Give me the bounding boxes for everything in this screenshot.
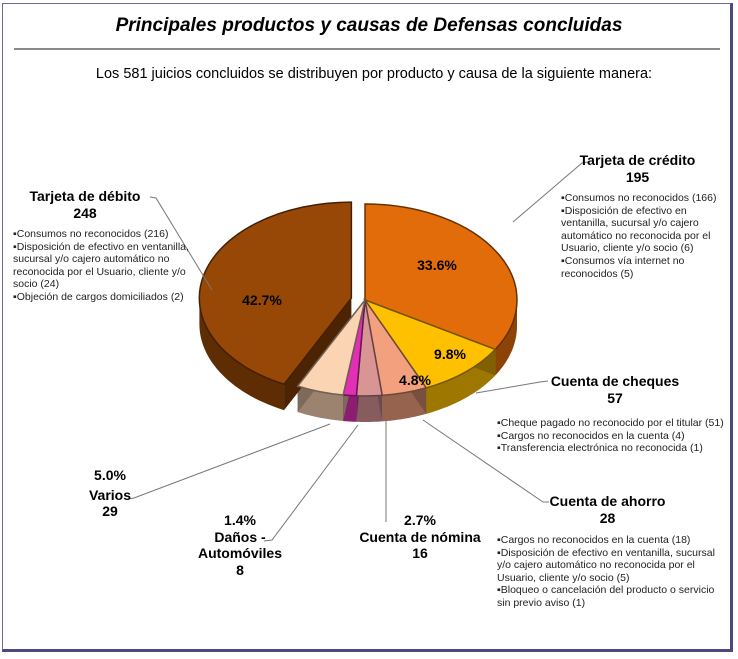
label-name-line1: Daños - — [214, 528, 266, 545]
cause-item: Cargos no reconocidos en la cuenta (18) — [497, 534, 729, 547]
label-danos: 1.4% Daños - Automóviles 8 — [190, 512, 290, 578]
subtitle: Los 581 juicios concluidos se distribuye… — [95, 66, 653, 82]
leader-credito — [512, 161, 589, 223]
label-count: 28 — [599, 509, 616, 526]
label-count: 16 — [412, 545, 428, 561]
label-count: 57 — [607, 389, 623, 406]
pct-label-cheques: 9.8% — [434, 346, 466, 362]
label-nomina: 2.7% Cuenta de nómina 16 — [345, 512, 495, 562]
frame — [2, 3, 733, 652]
cause-item: Disposición de efectivo en ventanilla, s… — [561, 205, 726, 255]
causes-ahorro: Cargos no reconocidos en la cuenta (18) … — [497, 534, 729, 610]
label-name: Tarjeta de crédito — [579, 152, 696, 168]
label-name-line2: Automóviles — [197, 545, 282, 561]
slice-side-debito — [199, 298, 285, 411]
slice-side-credito — [495, 300, 517, 376]
causes-credito: Consumos no reconocidos (166) Disposició… — [561, 192, 726, 280]
leader-danos — [263, 424, 359, 542]
pct-label-credito: 33.6% — [417, 257, 457, 273]
label-debito: Tarjeta de débito 248 — [20, 188, 150, 221]
cause-item: Disposición de efectivo en ventanilla, s… — [497, 547, 729, 585]
pct-label-ahorro: 4.8% — [399, 372, 431, 388]
label-count: 8 — [236, 561, 244, 578]
page-title: Principales productos y causas de Defens… — [115, 15, 623, 36]
cause-item: Disposición de efectivo en ventanilla, s… — [13, 241, 213, 291]
leader-ahorro — [422, 419, 549, 503]
cause-item: Transferencia electrónica no reconocida … — [497, 442, 737, 455]
slice-credito — [364, 203, 518, 351]
cause-item: Consumos no reconocidos (216) — [13, 228, 213, 241]
cause-item: Consumos vía internet no reconocidos (5) — [561, 255, 726, 280]
title-divider — [14, 48, 720, 50]
slice-cheques — [362, 298, 497, 389]
label-name: Tarjeta de débito — [29, 188, 141, 204]
causes-cheques: Cheque pagado no reconocido por el titul… — [497, 417, 737, 455]
label-name: Varios — [88, 486, 132, 503]
leader-cheques — [475, 380, 549, 394]
cause-item: Consumos no reconocidos (166) — [561, 192, 726, 205]
cause-item: Cheque pagado no reconocido por el titul… — [497, 417, 737, 430]
cause-item: Objeción de cargos domiciliados (2) — [13, 291, 213, 304]
label-credito: Tarjeta de crédito 195 — [570, 152, 705, 185]
label-percent: 5.0% — [94, 467, 126, 483]
cause-item: Bloqueo o cancelación del producto o ser… — [497, 584, 729, 609]
causes-debito: Consumos no reconocidos (216) Disposició… — [13, 228, 213, 304]
cause-item: Cargos no reconocidos en la cuenta (4) — [497, 430, 737, 443]
label-count: 29 — [102, 503, 118, 519]
label-percent: 1.4% — [224, 512, 256, 528]
label-name: Cuenta de ahorro — [549, 493, 666, 509]
label-ahorro: Cuenta de ahorro 28 — [540, 493, 675, 526]
label-name: Cuenta de nómina — [359, 528, 481, 545]
label-cheques: Cuenta de cheques 57 — [545, 373, 685, 406]
label-count: 195 — [625, 168, 650, 185]
slice-varios — [296, 299, 366, 396]
label-percent: 2.7% — [404, 512, 436, 528]
slice-side-nomina — [356, 395, 383, 422]
label-count: 248 — [73, 204, 97, 221]
leader-varios — [127, 423, 331, 500]
label-name: Cuenta de cheques — [550, 373, 680, 389]
label-varios: 5.0% Varios 29 — [70, 467, 150, 520]
pct-label-debito: 42.7% — [242, 292, 282, 308]
